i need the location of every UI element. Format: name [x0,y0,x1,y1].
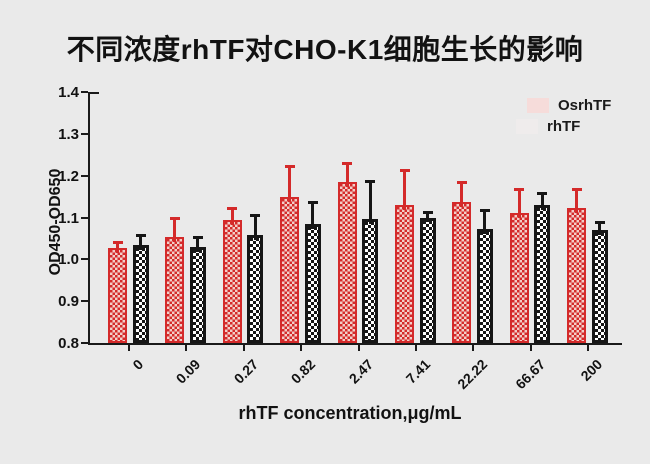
bar-rhtf-7 [534,204,551,343]
legend-label-rhtf: rhTF [547,117,581,135]
error-bar-cap-osrhtf-4 [342,162,353,166]
error-bar-stem-osrhtf-4 [345,163,349,187]
error-bar-stem-osrhtf-3 [288,166,292,203]
error-bar-stem-rhtf-5 [426,212,429,223]
legend-swatch-osrhtf-icon [527,97,549,113]
error-bar-stem-osrhtf-1 [173,217,177,243]
bar-rhtf-4 [362,218,379,343]
error-bar-stem-osrhtf-0 [116,242,119,254]
y-tick-label: 1.1 [58,209,79,227]
error-bar-cap-rhtf-3 [307,201,318,205]
error-bar-stem-rhtf-1 [196,237,200,253]
y-tick-label: 0.9 [58,293,79,311]
bar-rhtf-0 [132,245,149,343]
bar-osrhtf-3 [280,197,300,343]
bar-osrhtf-4 [337,181,357,343]
y-tick [81,216,88,219]
error-bar-stem-rhtf-2 [253,214,257,241]
error-bar-cap-rhtf-6 [479,209,490,213]
y-tick [81,91,88,93]
error-bar-stem-rhtf-3 [311,202,315,230]
error-bar-cap-osrhtf-3 [284,165,295,169]
bar-osrhtf-5 [395,204,414,343]
error-bar-cap-rhtf-2 [250,213,261,217]
x-tick [415,345,417,351]
y-tick [81,258,88,261]
bar-rhtf-5 [419,217,436,343]
error-bar-cap-rhtf-7 [537,192,548,196]
error-bar-cap-rhtf-4 [365,180,376,184]
error-bar-cap-osrhtf-7 [514,188,525,192]
error-bar-cap-rhtf-5 [422,211,433,215]
error-bar-cap-osrhtf-0 [112,241,123,245]
x-tick [185,345,188,351]
bar-osrhtf-1 [165,237,185,343]
bar-rhtf-2 [247,235,264,343]
legend-label-osrhtf: OsrhTF [558,96,612,114]
error-bar-stem-osrhtf-6 [460,182,464,208]
error-bar-cap-osrhtf-8 [571,188,582,192]
y-tick [81,300,88,303]
y-axis-top-cap [90,92,99,94]
x-tick [529,345,532,351]
bar-rhtf-8 [591,229,608,343]
chart-title: 不同浓度rhTF对CHO-K1细胞生长的影响 [66,34,584,65]
bar-rhtf-3 [304,224,321,343]
error-bar-stem-osrhtf-5 [403,170,406,210]
x-axis-line [88,343,622,345]
y-tick-label: 0.8 [58,335,79,352]
legend-item-osrhtf: OsrhTF [527,97,611,113]
y-tick-label: 1.0 [58,251,79,269]
x-tick [300,345,303,351]
y-tick [81,342,88,344]
y-tick [81,132,88,135]
error-bar-cap-osrhtf-5 [399,169,410,173]
y-axis-line [88,92,90,345]
error-bar-cap-osrhtf-2 [227,206,238,210]
error-bar-cap-rhtf-0 [135,234,146,238]
legend-item-rhtf: rhTF [516,118,580,134]
y-tick-label: 1.3 [58,125,79,143]
x-tick [128,345,130,351]
y-tick-label: 1.4 [58,84,79,101]
x-tick [242,345,245,351]
error-bar-stem-rhtf-4 [368,181,372,224]
error-bar-stem-osrhtf-7 [517,189,521,219]
error-bar-cap-rhtf-1 [192,236,203,240]
bar-osrhtf-6 [452,202,472,343]
y-tick-label: 1.2 [58,167,79,185]
error-bar-stem-rhtf-8 [598,221,602,235]
error-bar-stem-rhtf-0 [139,235,142,251]
bar-osrhtf-2 [222,220,242,343]
error-bar-stem-rhtf-7 [540,193,544,210]
error-bar-stem-osrhtf-8 [575,189,579,213]
legend-swatch-rhtf-icon [516,118,538,134]
error-bar-stem-osrhtf-2 [230,207,234,225]
bar-rhtf-1 [189,247,206,343]
error-bar-stem-rhtf-6 [483,210,487,234]
x-axis-title: rhTF concentration,μg/mL [238,403,462,423]
y-tick [81,174,88,177]
error-bar-cap-osrhtf-6 [456,181,467,185]
bar-rhtf-6 [476,228,493,343]
error-bar-cap-rhtf-8 [594,220,605,224]
x-tick [472,345,475,351]
bar-osrhtf-0 [108,248,127,343]
bar-osrhtf-7 [509,213,529,343]
x-tick [357,345,360,351]
bar-osrhtf-8 [567,207,587,343]
error-bar-cap-osrhtf-1 [169,216,180,220]
x-tick [587,345,590,351]
